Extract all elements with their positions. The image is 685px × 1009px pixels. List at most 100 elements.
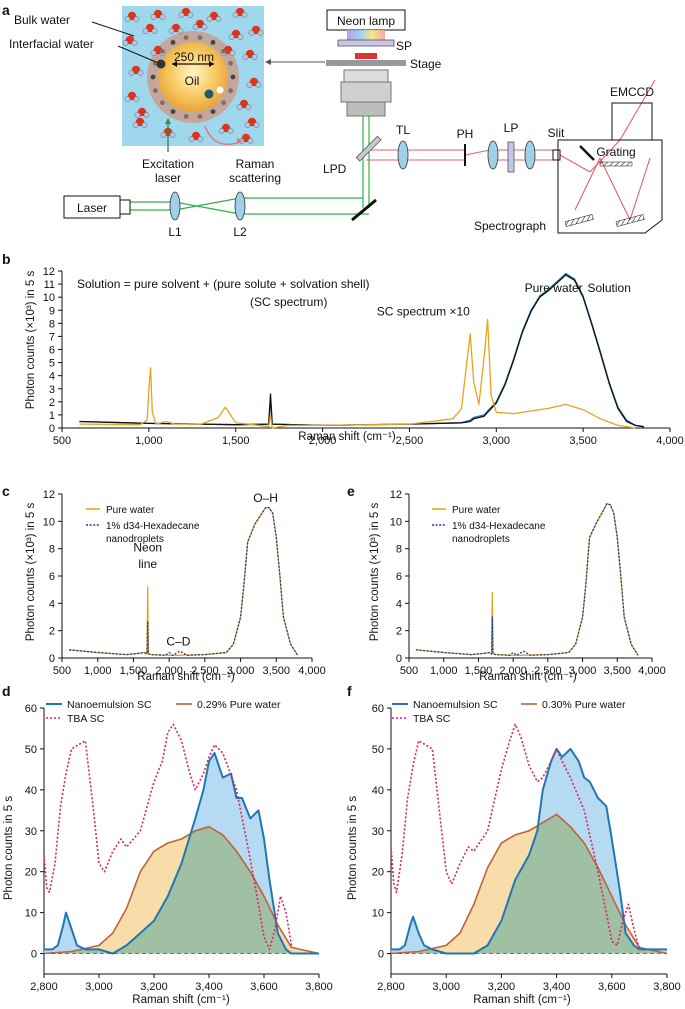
- l1-label: L1: [168, 225, 182, 239]
- legend-label-tba: TBA SC: [67, 713, 105, 725]
- chart-e-xlabel: Raman shift (cm⁻¹): [479, 671, 577, 683]
- y-tick-label: 30: [25, 826, 37, 838]
- chart-c-ylabel: Photon counts (×10³) in 5 s: [25, 503, 37, 642]
- y-tick-label: 2: [49, 397, 55, 409]
- water-molecule: [142, 23, 158, 34]
- x-tick-label: 2,000: [499, 665, 527, 677]
- panel-f: f 2,800 3,000 3,200 3,400 3,600 3,800 0 10 20 30 4…: [347, 683, 681, 1006]
- legend-label-nanodroplets: nanodroplets: [452, 534, 510, 545]
- interfacial-molecule: [230, 74, 236, 80]
- x-tick-label: 1,500: [465, 665, 493, 677]
- mirror: [351, 198, 377, 222]
- y-tick-label: 3: [49, 384, 55, 396]
- panel-b: b 500 1,000 1,500 2,000 2,500 3,000 3,500 4,000…: [2, 251, 684, 447]
- series-nanoemulsion-sc: [44, 752, 319, 955]
- y-tick-label: 40: [372, 785, 384, 797]
- x-tick-label: 3,200: [488, 981, 516, 993]
- chart-annotation: Pure water: [525, 281, 583, 295]
- y-tick-label: 12: [43, 489, 55, 501]
- panel-label-c: c: [2, 483, 10, 499]
- chart-e-ylabel: Photon counts (×10³) in 5 s: [369, 503, 381, 642]
- raman-arrow: [204, 125, 241, 145]
- excitation-beam: [130, 116, 370, 215]
- chart-e: 500 1,000 1,500 2,000 2,500 3,000 3,500 4,000 0 2…: [390, 489, 666, 677]
- x-tick-label: 3,500: [569, 435, 597, 447]
- legend-label-hexadecane: 1% d34-Hexadecane: [452, 521, 546, 532]
- short-pass-filter: [337, 39, 395, 47]
- panel-label-b: b: [2, 251, 11, 267]
- long-pass-dichroic: [355, 135, 382, 162]
- y-tick-label: 50: [25, 744, 37, 756]
- series-0-30-pure-water: [390, 813, 668, 955]
- x-tick-label: 2,800: [30, 981, 58, 993]
- ion-white: [216, 86, 224, 94]
- y-tick-label: 10: [43, 516, 55, 528]
- y-tick-label: 8: [396, 544, 402, 556]
- spectrograph-mirror: [579, 145, 595, 161]
- water-molecule: [178, 7, 194, 18]
- legend-label-pure-water: Pure water: [106, 505, 155, 516]
- y-tick-label: 5: [49, 358, 55, 370]
- y-tick-label: 2: [49, 626, 55, 638]
- y-tick-label: 12: [43, 266, 55, 278]
- chart-legend: Nanoemulsion SC TBA SC 0.30% Pure water: [392, 699, 626, 725]
- chart-annotation: SC spectrum ×10: [377, 304, 470, 318]
- x-tick-label: 3,000: [569, 665, 597, 677]
- y-tick-label: 20: [372, 867, 384, 879]
- chart-b-title: Solution = pure solvent + (pure solute +…: [77, 277, 370, 291]
- x-tick-label: 500: [53, 435, 71, 447]
- water-molecule: [244, 117, 260, 128]
- chart-b-ylabel: Photon counts (×10³) in 5 s: [25, 271, 37, 410]
- x-tick-label: 4,000: [638, 665, 666, 677]
- water-molecule: [242, 49, 258, 60]
- y-tick-label: 6: [49, 571, 55, 583]
- spectrograph-label: Spectrograph: [474, 219, 546, 233]
- water-molecule: [232, 7, 248, 18]
- tl-label: TL: [396, 123, 410, 137]
- interfacial-molecule: [170, 109, 176, 114]
- series-tba-sc: [43, 723, 293, 951]
- neon-lamp-label: Neon lamp: [337, 14, 395, 28]
- y-tick-label: 0: [49, 653, 55, 665]
- ph-label: PH: [457, 127, 474, 141]
- x-tick-label: 2,500: [191, 665, 219, 677]
- x-tick-label: 2,500: [534, 665, 562, 677]
- x-tick-label: 1,000: [135, 435, 163, 447]
- y-tick-label: 20: [25, 867, 37, 879]
- tube-lens: [397, 140, 409, 170]
- x-tick-label: 1,500: [120, 665, 148, 677]
- y-tick-label: 0: [396, 653, 402, 665]
- y-tick-label: 10: [43, 292, 55, 304]
- panel-label-a: a: [2, 2, 10, 18]
- relay-lens-2: [524, 140, 536, 170]
- panel-label-f: f: [347, 683, 352, 699]
- x-tick-label: 2,000: [309, 435, 337, 447]
- interfacial-molecule: [160, 48, 165, 54]
- raman-beam: [366, 79, 656, 221]
- x-tick-label: 3,000: [85, 981, 113, 993]
- x-tick-label: 4,000: [298, 665, 326, 677]
- y-tick-label: 0: [31, 949, 37, 961]
- y-tick-label: 1: [49, 410, 55, 422]
- laser-label: Laser: [77, 201, 107, 215]
- water-molecule: [192, 19, 208, 30]
- lens-l2: [234, 191, 246, 221]
- y-tick-label: 60: [372, 703, 384, 715]
- y-tick-label: 10: [25, 908, 37, 920]
- relay-lens-1: [487, 140, 499, 170]
- legend-label-hexadecane: 1% d34-Hexadecane: [106, 521, 200, 532]
- interfacial-water-pointer: [117, 45, 157, 63]
- legend-label-nanoemulsion: Nanoemulsion SC: [413, 699, 498, 711]
- overlap-area: [391, 814, 667, 954]
- slit: [552, 149, 561, 161]
- chart-c: 500 1,000 1,500 2,000 2,500 3,000 3,500 4,000 0 2…: [43, 489, 326, 677]
- water-molecule: [218, 123, 234, 134]
- x-tick-label: 3,500: [604, 665, 632, 677]
- emccd-box: [611, 102, 653, 141]
- legend-label-pure-water: Pure water: [452, 505, 501, 516]
- x-tick-label: 3,800: [653, 981, 681, 993]
- chart-f-xlabel: Raman shift (cm⁻¹): [473, 994, 571, 1006]
- interfacial-water-label: Interfacial water: [9, 37, 94, 51]
- bulk-water-label: Bulk water: [14, 13, 70, 27]
